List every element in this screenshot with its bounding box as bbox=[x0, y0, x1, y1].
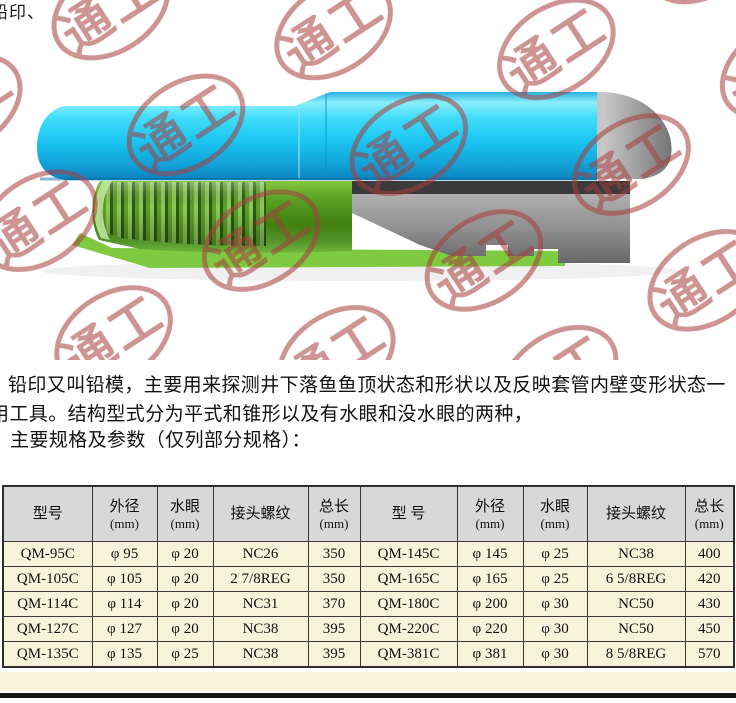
watermark-overlay bbox=[0, 0, 736, 360]
table-cell: φ 30 bbox=[522, 591, 588, 617]
table-row: QM-127C φ 127 φ 20 NC38 395 QM-220C φ 220 φ 30 N… bbox=[2, 616, 735, 642]
table-cell: NC38 bbox=[212, 641, 309, 668]
col-length-left: 总长 (mm) bbox=[307, 485, 361, 542]
col-waterway-right: 水眼 (mm) bbox=[522, 485, 588, 542]
table-cell: φ 25 bbox=[156, 641, 214, 668]
description-line-3: 主要规格及参数（仅列部分规格）： bbox=[10, 430, 311, 451]
table-cell: QM-127C bbox=[2, 616, 93, 642]
bottom-divider bbox=[0, 693, 736, 698]
table-cell: QM-114C bbox=[2, 591, 93, 617]
table-cell: 570 bbox=[684, 641, 735, 668]
table-cell: φ 105 bbox=[91, 566, 158, 592]
col-model-left: 型号 bbox=[2, 485, 93, 542]
col-od-left: 外径 (mm) bbox=[91, 485, 158, 542]
table-cell: φ 200 bbox=[456, 591, 524, 617]
table-cell: QM-95C bbox=[2, 541, 93, 567]
description-line-2: 用工具。结构型式分为平式和锥形以及有水眼和没水眼的两种， bbox=[0, 404, 534, 425]
table-cell: 350 bbox=[307, 541, 361, 567]
table-cell: NC26 bbox=[212, 541, 309, 567]
table-cell: φ 30 bbox=[522, 641, 588, 668]
table-cell: φ 20 bbox=[156, 566, 214, 592]
table-cell: φ 20 bbox=[156, 541, 214, 567]
spec-table: 型号 外径 (mm) 水眼 (mm) 接头螺纹 总长 ( bbox=[2, 485, 735, 668]
table-cell: NC50 bbox=[586, 616, 686, 642]
table-cell: QM-135C bbox=[2, 641, 93, 668]
clipped-next-row bbox=[0, 672, 736, 691]
table-cell: 400 bbox=[684, 541, 735, 567]
col-waterway-left: 水眼 (mm) bbox=[156, 485, 214, 542]
header-row: 型号 外径 (mm) 水眼 (mm) 接头螺纹 总长 ( bbox=[2, 485, 735, 542]
table-cell: 370 bbox=[307, 591, 361, 617]
table-cell: QM-145C bbox=[359, 541, 458, 567]
table-cell: 430 bbox=[684, 591, 735, 617]
table-row: QM-114C φ 114 φ 20 NC31 370 QM-180C φ 200 φ 30 N… bbox=[2, 591, 735, 617]
col-thread-right: 接头螺纹 bbox=[586, 485, 686, 542]
table-cell: QM-220C bbox=[359, 616, 458, 642]
table-cell: φ 20 bbox=[156, 616, 214, 642]
col-od-right: 外径 (mm) bbox=[456, 485, 524, 542]
table-cell: QM-105C bbox=[2, 566, 93, 592]
table-cell: φ 95 bbox=[91, 541, 158, 567]
table-cell: NC31 bbox=[212, 591, 309, 617]
table-cell: φ 135 bbox=[91, 641, 158, 668]
table-row: QM-135C φ 135 φ 25 NC38 395 QM-381C φ 381 φ 30 8… bbox=[2, 641, 735, 668]
col-thread-left: 接头螺纹 bbox=[212, 485, 309, 542]
table-cell: φ 145 bbox=[456, 541, 524, 567]
product-render: 通工 bbox=[0, 0, 736, 360]
table-cell: NC38 bbox=[586, 541, 686, 567]
table-cell: QM-165C bbox=[359, 566, 458, 592]
table-cell: NC50 bbox=[586, 591, 686, 617]
description-line-1: 铅印又叫铅模，主要用来探测井下落鱼鱼顶状态和形状以及反映套管内壁变形状态一 bbox=[8, 375, 726, 396]
spec-table-body: QM-95C φ 95 φ 20 NC26 350 QM-145C φ 145 φ 25 NC3… bbox=[2, 541, 735, 668]
table-row: QM-105C φ 105 φ 20 2 7/8REG 350 QM-165C φ 165 φ… bbox=[2, 566, 735, 592]
table-cell: φ 25 bbox=[522, 541, 588, 567]
table-cell: 420 bbox=[684, 566, 735, 592]
col-model-right: 型 号 bbox=[359, 485, 458, 542]
table-cell: 395 bbox=[307, 641, 361, 668]
table-row: QM-95C φ 95 φ 20 NC26 350 QM-145C φ 145 φ 25 NC3… bbox=[2, 541, 735, 567]
top-left-label: 铅印、 bbox=[0, 3, 45, 22]
table-cell: φ 165 bbox=[456, 566, 524, 592]
table-cell: 2 7/8REG bbox=[212, 566, 309, 592]
spec-table-wrap: 型号 外径 (mm) 水眼 (mm) 接头螺纹 总长 ( bbox=[2, 485, 735, 668]
col-length-right: 总长 (mm) bbox=[684, 485, 735, 542]
table-cell: QM-381C bbox=[359, 641, 458, 668]
table-cell: φ 381 bbox=[456, 641, 524, 668]
table-cell: φ 25 bbox=[522, 566, 588, 592]
table-cell: NC38 bbox=[212, 616, 309, 642]
table-cell: 450 bbox=[684, 616, 735, 642]
table-cell: φ 114 bbox=[91, 591, 158, 617]
table-cell: 8 5/8REG bbox=[586, 641, 686, 668]
table-cell: 395 bbox=[307, 616, 361, 642]
table-cell: 6 5/8REG bbox=[586, 566, 686, 592]
table-cell: φ 220 bbox=[456, 616, 524, 642]
table-cell: φ 127 bbox=[91, 616, 158, 642]
table-cell: φ 30 bbox=[522, 616, 588, 642]
table-cell: φ 20 bbox=[156, 591, 214, 617]
table-cell: QM-180C bbox=[359, 591, 458, 617]
table-cell: 350 bbox=[307, 566, 361, 592]
